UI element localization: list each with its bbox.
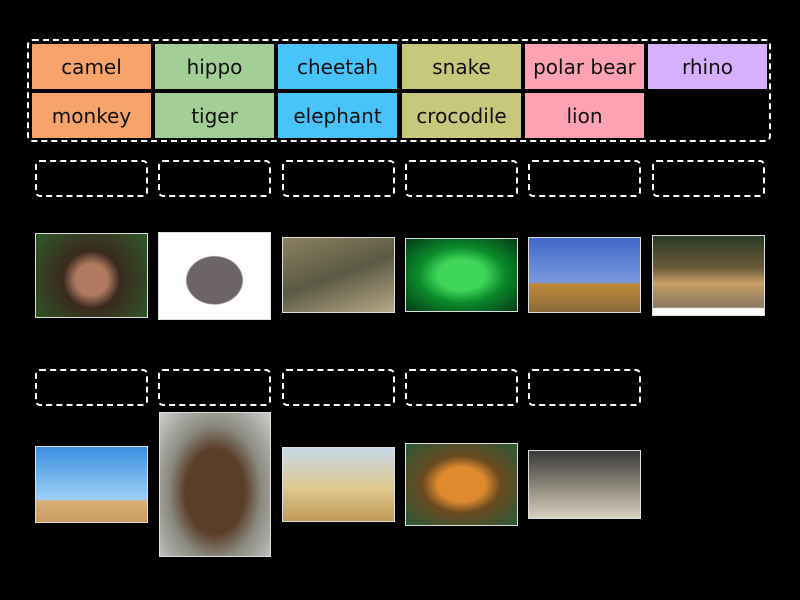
drop-zone[interactable] <box>405 369 518 406</box>
cheetah-photo <box>652 235 765 316</box>
word-tile-hippo[interactable]: hippo <box>155 44 274 89</box>
word-tile-tiger[interactable]: tiger <box>155 93 274 138</box>
drop-zone[interactable] <box>405 160 518 197</box>
rhino-photo <box>528 450 641 519</box>
drop-zone[interactable] <box>158 369 271 406</box>
drop-zone[interactable] <box>652 160 765 197</box>
lion-photo <box>528 237 641 313</box>
word-tile-elephant[interactable]: elephant <box>278 93 397 138</box>
drop-zone[interactable] <box>528 369 641 406</box>
word-tile-camel[interactable]: camel <box>32 44 151 89</box>
monkey-photo <box>35 233 148 318</box>
word-tile-lion[interactable]: lion <box>525 93 644 138</box>
word-bank <box>27 39 771 142</box>
elephant-photo <box>282 447 395 522</box>
drop-zone[interactable] <box>35 369 148 406</box>
tiger-photo <box>405 443 518 526</box>
camel-photo <box>35 446 148 523</box>
word-tile-snake[interactable]: snake <box>402 44 521 89</box>
word-tile-cheetah[interactable]: cheetah <box>278 44 397 89</box>
word-tile-crocodile[interactable]: crocodile <box>402 93 521 138</box>
drop-zone[interactable] <box>35 160 148 197</box>
word-tile-monkey[interactable]: monkey <box>32 93 151 138</box>
snake-photo <box>405 238 518 312</box>
hippo-photo <box>158 232 271 320</box>
drop-zone[interactable] <box>158 160 271 197</box>
crocodile-photo <box>282 237 395 313</box>
word-tile-polar-bear[interactable]: polar bear <box>525 44 644 89</box>
drop-zone[interactable] <box>528 160 641 197</box>
drop-zone[interactable] <box>282 369 395 406</box>
bear-photo <box>159 412 271 557</box>
drop-zone[interactable] <box>282 160 395 197</box>
word-tile-rhino[interactable]: rhino <box>648 44 767 89</box>
